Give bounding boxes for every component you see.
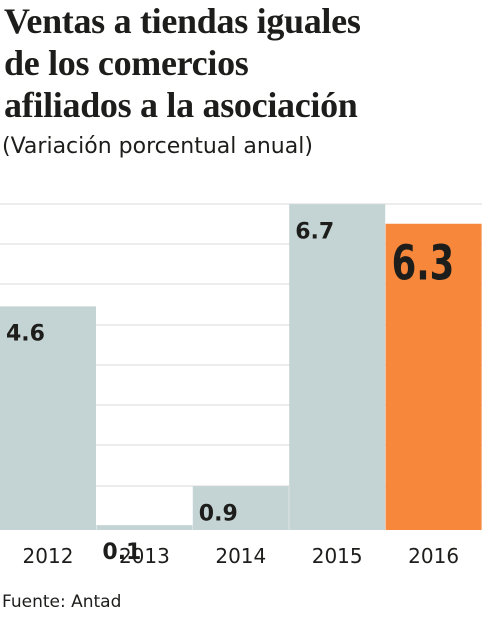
x-tick-2013: 2013 (119, 544, 170, 568)
x-tick-2014: 2014 (215, 544, 266, 568)
source-note: Fuente: Antad (2, 592, 122, 612)
bar-2013 (96, 525, 193, 530)
data-label-2014: 0.9 (199, 501, 238, 526)
bar-2015 (289, 204, 386, 531)
data-label-2015: 6.7 (295, 219, 334, 244)
bar-2012 (0, 306, 96, 530)
title-line-1: Ventas a tiendas iguales (4, 1, 361, 41)
data-label-2012: 4.6 (6, 321, 45, 346)
x-tick-2012: 2012 (23, 544, 74, 568)
data-label-2013: 0.1 (102, 540, 141, 565)
chart-title: Ventas a tiendas iguales de los comercio… (4, 0, 480, 126)
x-tick-2015: 2015 (312, 544, 363, 568)
bar-2016 (385, 223, 482, 530)
data-label-2016: 6.3 (392, 236, 455, 292)
title-line-2: de los comercios (4, 43, 249, 83)
title-line-3: afiliados a la asociación (4, 85, 358, 125)
bar-2014 (192, 486, 289, 530)
x-tick-2016: 2016 (408, 544, 459, 568)
chart-subtitle: (Variación porcentual anual) (2, 134, 313, 159)
